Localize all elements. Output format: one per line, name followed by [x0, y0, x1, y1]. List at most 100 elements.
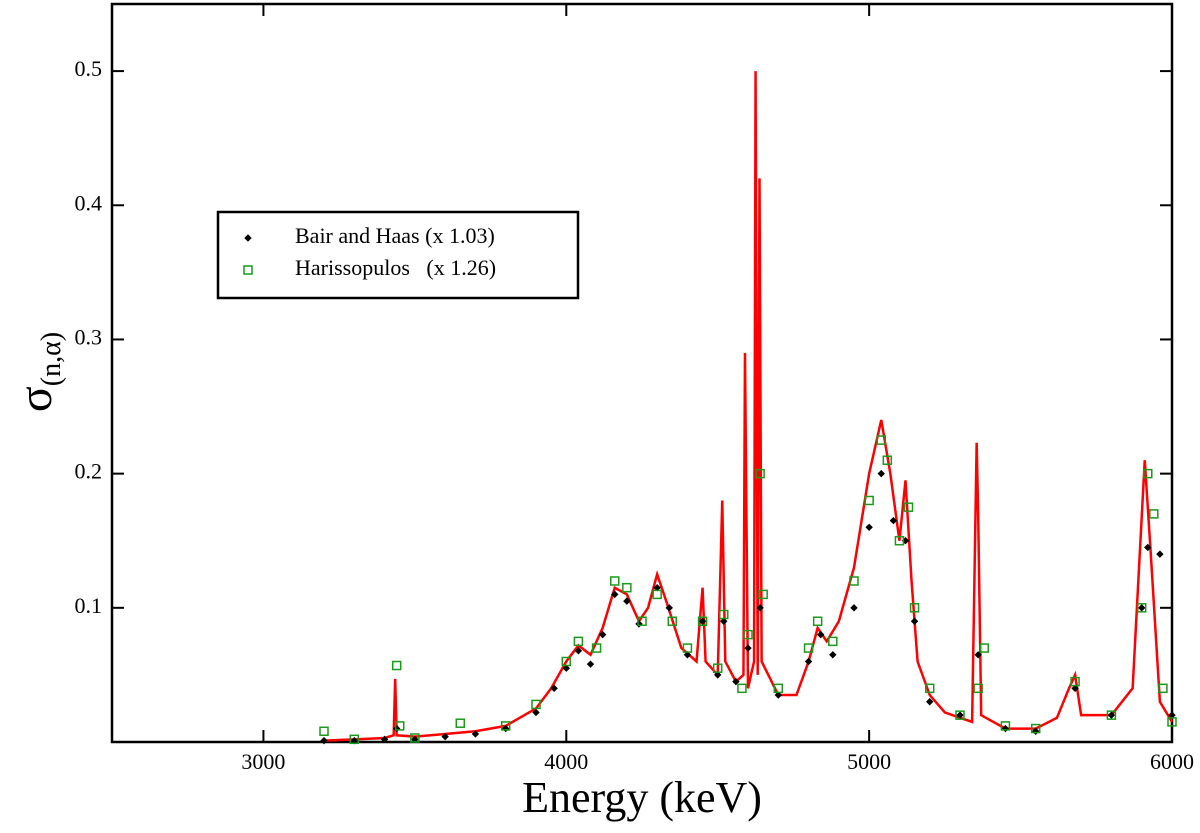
legend-box	[216, 210, 580, 300]
diamond-marker	[910, 617, 919, 625]
y-axis-label: σ(n,α)	[9, 332, 67, 412]
diamond-marker	[380, 735, 389, 744]
diamond-marker	[320, 736, 328, 745]
square-marker	[712, 663, 723, 673]
square-marker	[924, 683, 935, 694]
diamond-marker	[829, 651, 837, 659]
diamond-marker	[532, 708, 540, 717]
x-tick-label: 6000	[1150, 749, 1194, 774]
diamond-marker	[574, 647, 583, 655]
square-marker	[882, 455, 893, 465]
square-marker	[894, 535, 905, 546]
x-tick-label: 5000	[847, 749, 891, 774]
diamond-marker	[926, 698, 934, 706]
square-marker	[1106, 710, 1117, 720]
square-marker	[682, 643, 693, 653]
diamond-marker	[804, 657, 813, 666]
diamond-marker	[665, 604, 673, 612]
square-marker	[652, 589, 662, 600]
diamond-marker	[774, 691, 782, 699]
square-marker	[973, 683, 983, 694]
diamond-marker	[974, 651, 982, 659]
square-marker	[1158, 683, 1168, 694]
diamond-marker	[244, 234, 252, 242]
square-marker	[743, 629, 753, 640]
diamond-marker	[1107, 711, 1116, 719]
diamond-marker	[635, 620, 643, 628]
square-marker	[1030, 723, 1041, 734]
square-marker	[1136, 603, 1147, 613]
y-tick-label: 0.2	[75, 459, 103, 484]
square-marker	[828, 636, 838, 647]
diamond-marker	[471, 730, 480, 738]
diamond-marker	[1144, 543, 1152, 552]
square-marker	[1070, 676, 1080, 687]
diamond-marker	[756, 604, 764, 612]
fit-line	[323, 71, 1174, 742]
square-marker	[500, 721, 511, 731]
diamond-marker	[550, 684, 558, 693]
diamond-marker	[816, 630, 825, 639]
square-marker	[561, 656, 572, 667]
square-marker	[903, 502, 914, 512]
diamond-marker	[889, 516, 898, 525]
diamond-marker	[562, 664, 570, 672]
plot-frame	[110, 2, 1174, 744]
square-marker	[531, 699, 541, 710]
diamond-marker	[956, 711, 964, 719]
diamond-marker	[1138, 604, 1146, 612]
diamond-marker	[598, 630, 607, 639]
diamond-marker	[720, 617, 728, 625]
square-marker	[876, 435, 887, 445]
diamond-marker	[1156, 550, 1164, 558]
diamond-marker	[850, 604, 858, 612]
square-marker	[243, 265, 253, 275]
y-label-symbol: σ	[9, 386, 62, 412]
square-marker	[697, 616, 708, 626]
diamond-marker	[714, 671, 722, 679]
square-marker	[803, 643, 814, 653]
y-tick-label: 0.4	[75, 190, 103, 215]
diamond-marker	[744, 644, 752, 652]
diamond-marker	[441, 732, 449, 741]
square-marker	[1167, 717, 1177, 727]
diamond-marker	[877, 469, 885, 478]
square-marker	[609, 576, 620, 586]
x-tick-label: 3000	[241, 749, 285, 774]
square-marker	[1149, 509, 1159, 519]
square-marker	[667, 616, 678, 626]
square-marker	[737, 683, 747, 694]
square-marker	[349, 734, 360, 745]
square-marker	[719, 609, 729, 620]
diamond-marker	[865, 523, 873, 532]
square-marker	[410, 733, 420, 743]
square-marker	[455, 718, 466, 728]
diamond-marker	[698, 617, 707, 625]
square-marker	[909, 603, 920, 613]
diamond-marker	[611, 590, 619, 599]
legend-label: Bair and Haas (x 1.03)	[295, 223, 495, 248]
square-marker	[955, 710, 965, 720]
square-marker	[591, 643, 602, 653]
diamond-marker	[732, 677, 740, 686]
x-axis-label: Energy (keV)	[522, 773, 762, 822]
square-marker	[755, 468, 765, 479]
square-marker	[1143, 468, 1153, 479]
diamond-marker	[586, 660, 595, 668]
square-marker	[849, 576, 859, 586]
diamond-marker	[623, 597, 631, 605]
square-marker	[812, 616, 823, 626]
square-marker	[979, 643, 989, 653]
square-marker	[864, 495, 874, 506]
x-tick-label: 4000	[544, 749, 588, 774]
square-marker	[1000, 721, 1011, 731]
square-marker	[573, 636, 584, 647]
legend: Bair and Haas (x 1.03) Harissopulos (x 1.…	[216, 210, 580, 300]
square-marker	[394, 721, 405, 731]
y-tick-label: 0.3	[75, 325, 103, 350]
diamond-marker	[1071, 684, 1079, 693]
square-marker	[622, 582, 632, 593]
square-marker	[319, 726, 329, 737]
y-tick-label: 0.1	[75, 593, 103, 618]
